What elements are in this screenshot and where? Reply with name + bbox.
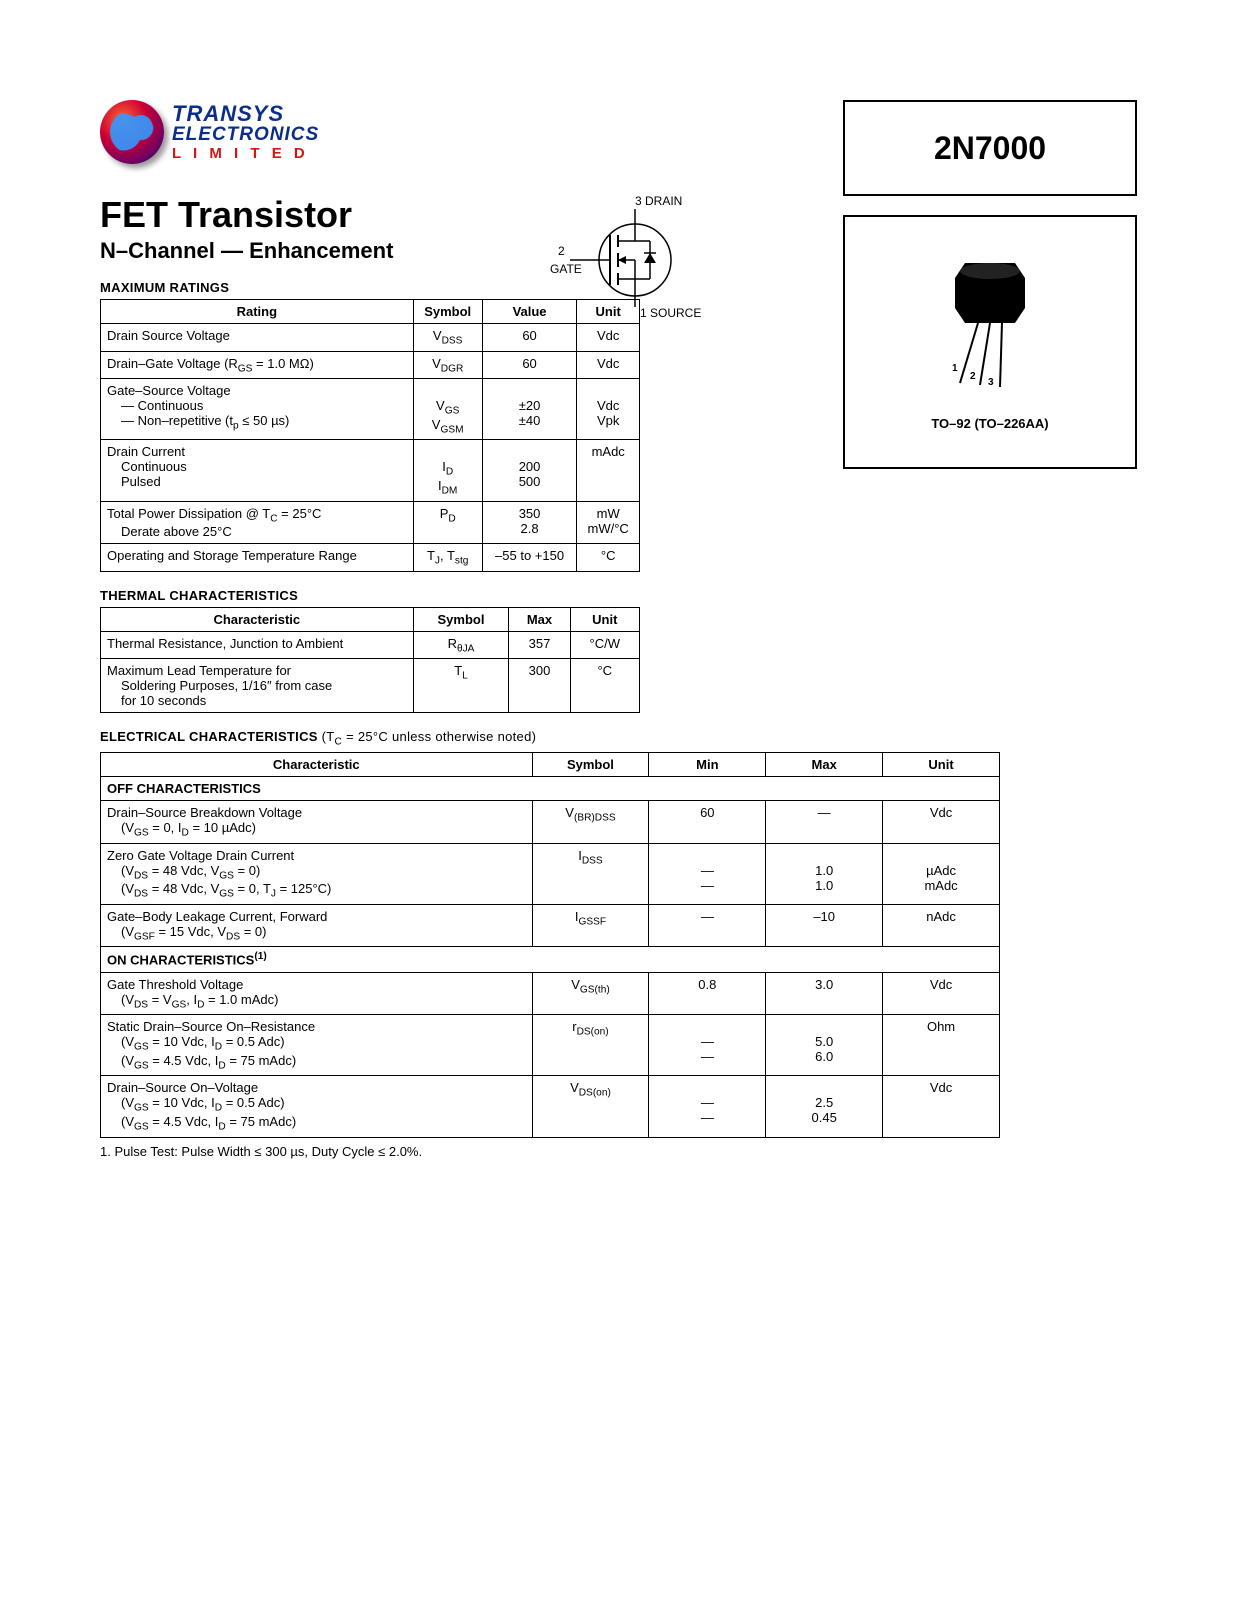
col-header: Unit — [883, 752, 1000, 776]
svg-text:GATE: GATE — [550, 262, 582, 276]
table-row: Drain–Gate Voltage (RGS = 1.0 MΩ)VDGR60V… — [101, 351, 640, 379]
table-row: Drain–Source Breakdown Voltage(VGS = 0, … — [101, 800, 1000, 843]
table-row: Gate Threshold Voltage(VDS = VGS, ID = 1… — [101, 972, 1000, 1015]
table-row: Drain CurrentContinuousPulsedIDIDM200500… — [101, 440, 640, 501]
electrical-table: CharacteristicSymbolMinMaxUnit OFF CHARA… — [100, 752, 1000, 1138]
thermal-header: THERMAL CHARACTERISTICS — [100, 588, 1137, 603]
table-row: Operating and Storage Temperature RangeT… — [101, 544, 640, 572]
col-header: Min — [649, 752, 766, 776]
package-box: 1 2 3 TO–92 (TO–226AA) — [843, 215, 1137, 469]
table-row: Maximum Lead Temperature forSoldering Pu… — [101, 659, 640, 713]
svg-text:1 SOURCE: 1 SOURCE — [640, 306, 701, 320]
electrical-note: (TC = 25°C unless otherwise noted) — [322, 729, 537, 744]
col-header: Rating — [101, 300, 414, 324]
drain-label: 3 DRAIN — [635, 195, 682, 208]
col-header: Characteristic — [101, 607, 414, 631]
col-header: Symbol — [413, 607, 509, 631]
table-row: Zero Gate Voltage Drain Current(VDS = 48… — [101, 843, 1000, 904]
table-row: Total Power Dissipation @ TC = 25°CDerat… — [101, 501, 640, 544]
table-row: Thermal Resistance, Junction to AmbientR… — [101, 631, 640, 659]
svg-text:3: 3 — [988, 377, 994, 388]
thermal-table: CharacteristicSymbolMaxUnit Thermal Resi… — [100, 607, 640, 714]
svg-text:2: 2 — [970, 371, 976, 382]
table-row: Drain–Source On–Voltage(VGS = 10 Vdc, ID… — [101, 1076, 1000, 1137]
col-header: Characteristic — [101, 752, 533, 776]
max-ratings-table: RatingSymbolValueUnit Drain Source Volta… — [100, 299, 640, 572]
col-header: Symbol — [413, 300, 482, 324]
footnote: 1. Pulse Test: Pulse Width ≤ 300 µs, Dut… — [100, 1144, 1137, 1159]
svg-text:2: 2 — [558, 244, 565, 258]
table-subheader: OFF CHARACTERISTICS — [101, 776, 1000, 800]
logo-line1: TRANSYS — [172, 103, 319, 125]
col-header: Symbol — [532, 752, 649, 776]
logo-line3: L I M I T E D — [172, 146, 319, 161]
col-header: Unit — [570, 607, 639, 631]
table-subheader: ON CHARACTERISTICS(1) — [101, 947, 1000, 972]
electrical-header: ELECTRICAL CHARACTERISTICS (TC = 25°C un… — [100, 729, 1137, 748]
table-row: Gate–Body Leakage Current, Forward(VGSF … — [101, 904, 1000, 947]
table-row: Drain Source VoltageVDSS60Vdc — [101, 324, 640, 352]
globe-icon — [100, 100, 164, 164]
col-header: Max — [509, 607, 570, 631]
col-header: Max — [766, 752, 883, 776]
table-row: Gate–Source Voltage— Continuous— Non–rep… — [101, 379, 640, 440]
svg-text:1: 1 — [952, 363, 958, 374]
package-drawing: 1 2 3 — [930, 253, 1050, 396]
table-row: Static Drain–Source On–Resistance(VGS = … — [101, 1015, 1000, 1076]
package-label: TO–92 (TO–226AA) — [931, 416, 1048, 431]
schematic-diagram: 3 DRAIN 2 GATE 1 SOURCE — [540, 195, 720, 325]
part-number-box: 2N7000 — [843, 100, 1137, 196]
logo-line2: ELECTRONICS — [172, 125, 319, 144]
part-number: 2N7000 — [934, 130, 1046, 167]
